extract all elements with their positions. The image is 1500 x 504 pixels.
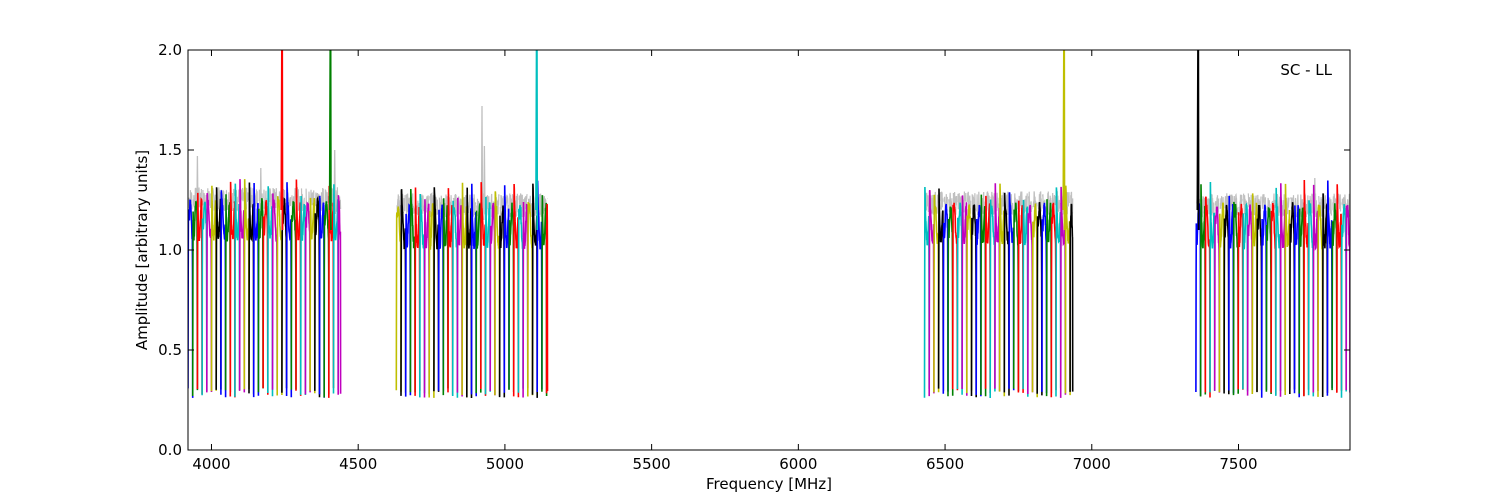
x-tick-label: 4500: [339, 455, 377, 473]
x-tick-label: 6000: [779, 455, 817, 473]
spike-0: [281, 50, 282, 230]
spike-2: [536, 50, 537, 230]
reference-peak-4: [484, 146, 485, 220]
y-tick-label: 1.0: [158, 241, 182, 259]
chart-annotation: SC - LL: [1280, 61, 1332, 79]
spike-4: [1197, 50, 1198, 230]
y-tick-label: 0.5: [158, 341, 182, 359]
x-tick-label: 4000: [192, 455, 230, 473]
x-tick-label: 5000: [486, 455, 524, 473]
y-tick-label: 2.0: [158, 41, 182, 59]
spike-1: [330, 50, 331, 230]
x-tick-label: 7500: [1219, 455, 1257, 473]
series-band-1-channel-32: [547, 204, 548, 393]
x-tick-label: 7000: [1073, 455, 1111, 473]
x-axis-label: Frequency [MHz]: [706, 475, 832, 493]
spike-3: [1063, 50, 1064, 230]
plot-area-background: [188, 50, 1350, 450]
x-tick-label: 6500: [926, 455, 964, 473]
y-axis-label: Amplitude [arbitrary units]: [133, 150, 151, 350]
y-tick-label: 0.0: [158, 441, 182, 459]
x-tick-label: 5500: [633, 455, 671, 473]
y-tick-label: 1.5: [158, 141, 182, 159]
